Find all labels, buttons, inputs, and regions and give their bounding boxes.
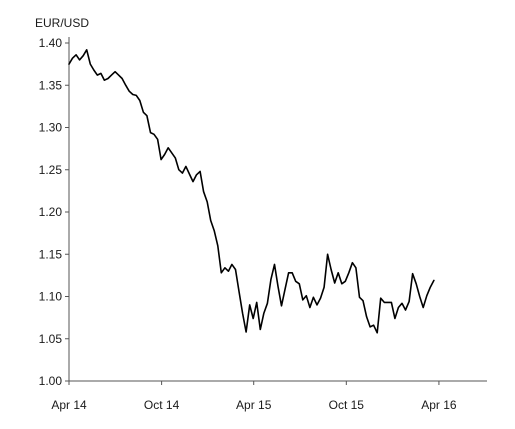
- x-tick-label: Oct 14: [144, 398, 180, 412]
- x-tick-label: Apr 16: [421, 398, 457, 412]
- y-tick-label: 1.05: [39, 332, 63, 346]
- y-axis-title: EUR/USD: [35, 16, 89, 30]
- y-tick-label: 1.10: [39, 290, 63, 304]
- series-layer: [68, 49, 435, 334]
- y-tick-label: 1.35: [39, 78, 63, 92]
- x-tick-label: Apr 14: [51, 398, 87, 412]
- series-line-0: [68, 49, 435, 334]
- x-tick-label: Apr 15: [236, 398, 272, 412]
- y-axis: 1.00 1.05 1.10 1.15 1.20 1.25 1.30 1.35 1.40: [39, 36, 70, 388]
- y-tick-label: 1.20: [39, 205, 63, 219]
- y-tick-label: 1.15: [39, 247, 63, 261]
- y-tick-label: 1.25: [39, 163, 63, 177]
- y-tick-label: 1.00: [39, 374, 63, 388]
- x-axis: Apr 14 Oct 14 Apr 15 Oct 15 Apr 16: [51, 380, 487, 412]
- y-tick-label: 1.40: [39, 36, 63, 50]
- x-tick-label: Oct 15: [329, 398, 365, 412]
- y-tick-label: 1.30: [39, 121, 63, 135]
